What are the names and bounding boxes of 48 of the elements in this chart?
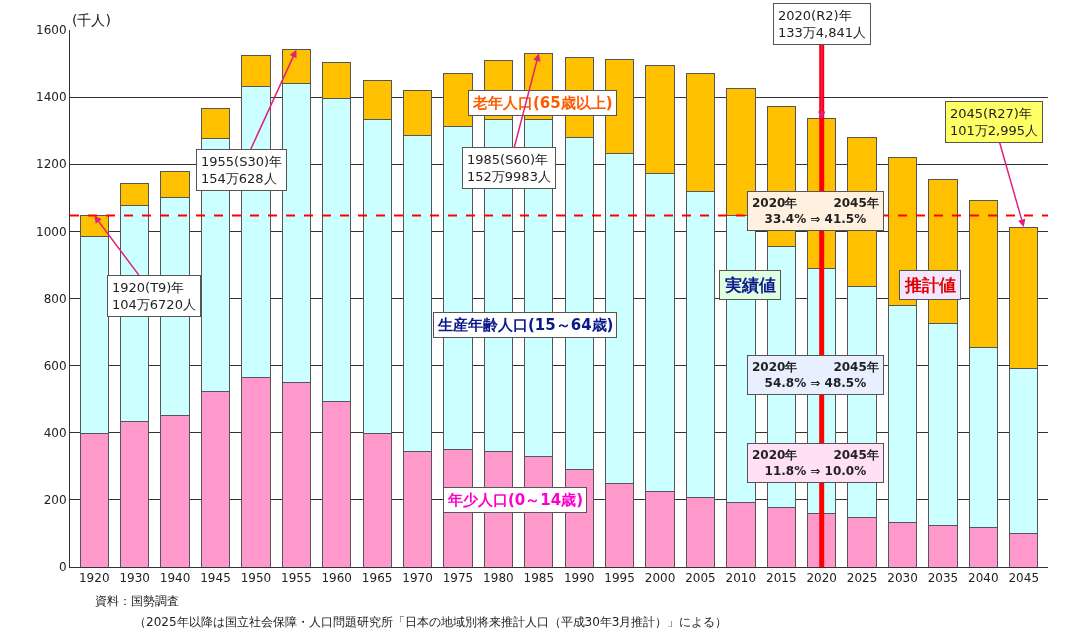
text: 資料：国勢調査 [95,594,179,608]
annotation: 2020年 2045年 33.4% ⇒ 41.5% [752,196,879,226]
x-tick-label: 2000 [644,571,676,586]
x-tick-label: 1955 [281,571,312,586]
x-tick-label: 1940 [159,571,191,586]
series-label: 年少人口(0～14歳) [447,491,584,509]
y-tick-label: 200 [43,493,67,508]
x-tick-label: 2015 [766,571,797,586]
series-label: 生産年齢人口(15～64歳) [437,316,614,334]
x-tick-label: 2005 [685,571,716,586]
text: （2025年以降は国立社会保障・人口問題研究所「日本の地域別将来推計人口（平成30年3月推計）」による） [134,615,728,629]
x-tick-label: 2030 [887,571,918,586]
annotation: 2045(R27)年 101万2,995人 [950,106,1039,138]
x-tick-label: 1985 [523,571,555,586]
x-tick-label: 2040 [968,571,999,586]
x-tick-label: 1960 [321,571,352,586]
y-tick-label: 800 [43,291,67,306]
y-tick-label: 1600 [36,23,67,38]
y-tick-label: 1200 [36,157,67,172]
y-tick-label: 1400 [36,90,67,105]
x-tick-label: 2020 [806,571,837,586]
annotation: 2020年 2045年 54.8% ⇒ 48.5% [752,360,879,390]
annotation: 1920(T9)年 104万6720人 [112,280,196,312]
y-tick-label: 400 [43,425,67,440]
x-tick-label: 1990 [563,571,595,586]
annotation: 1955(S30)年 154万628人 [201,154,283,186]
y-tick-label: 600 [43,358,67,373]
y-tick-label: 1000 [36,224,67,239]
y-axis-title: (千人) [72,12,111,28]
x-tick-label: 2035 [927,571,959,586]
x-tick-label: 2045 [1008,571,1040,586]
x-tick-label: 1980 [483,571,514,586]
annotation: 1985(S60)年 152万9983人 [467,152,551,184]
x-tick-label: 2025 [846,571,878,586]
x-tick-label: 1965 [361,571,393,586]
annotation: 実績値 [724,275,776,295]
x-tick-label: 2010 [725,571,757,586]
y-tick-label: 0 [58,560,67,575]
annotation: 2020(R2)年 133万4,841人 [778,8,867,40]
annotation: 2020年 2045年 11.8% ⇒ 10.0% [752,448,879,478]
x-tick-label: 1970 [402,571,433,586]
x-tick-label: 1995 [604,571,635,586]
x-tick-label: 1920 [78,571,110,586]
annotation: 推計値 [904,275,956,295]
x-tick-label: 1950 [240,571,272,586]
x-tick-label: 1975 [442,571,474,586]
x-tick-label: 1945 [200,571,231,586]
x-tick-label: 1930 [119,571,150,586]
